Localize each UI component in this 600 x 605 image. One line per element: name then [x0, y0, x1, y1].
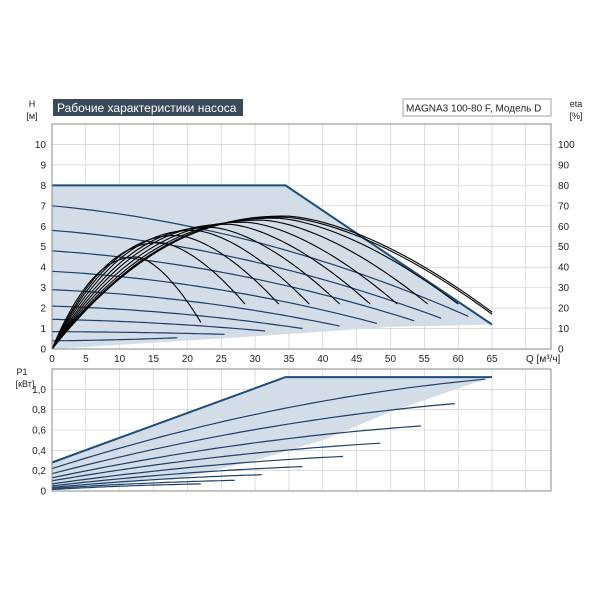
- flow-x-tick-label: 0: [49, 354, 55, 365]
- efficiency-curve-10: [51, 242, 246, 350]
- flow-x-tick-label: 30: [250, 354, 262, 365]
- eta-tick-label: 80: [558, 181, 570, 192]
- head-operating-area-fill: [52, 185, 492, 349]
- power-operating-area-fill: [52, 377, 492, 488]
- eta-tick-label: 70: [558, 201, 570, 212]
- head-y-tick-label: 10: [35, 140, 47, 151]
- power-y-tick-label: 0,6: [32, 426, 46, 437]
- model-label: MAGNA3 100-80 F, Модель D: [406, 104, 541, 115]
- power-curve-1: [51, 378, 486, 470]
- eta-tick-label: 0: [558, 345, 564, 356]
- eta-axis-title-line1: eta: [570, 99, 583, 109]
- model-label-box: [402, 98, 552, 117]
- flow-x-tick-label: 5: [83, 354, 89, 365]
- head-curve-9: [52, 337, 178, 342]
- flow-x-tick-label: 65: [486, 354, 498, 365]
- power-y-tick-label: 0: [40, 487, 46, 498]
- eta-tick-label: 20: [558, 304, 570, 315]
- head-plot-frame: [51, 123, 552, 350]
- head-curve-7: [51, 318, 266, 332]
- power-curve-5: [51, 455, 344, 485]
- head-y-tick-label: 8: [40, 181, 46, 192]
- efficiency-curve-2: [51, 216, 493, 350]
- head-curve-6: [51, 305, 303, 330]
- eta-tick-label: 60: [558, 222, 570, 233]
- power-curve-6: [51, 466, 303, 487]
- efficiency-curve-6: [51, 223, 371, 350]
- eta-tick-label: 50: [558, 242, 570, 253]
- power-curve-2: [51, 403, 455, 475]
- head-y-tick-label: 7: [40, 201, 46, 212]
- flow-x-tick-label: 60: [453, 354, 465, 365]
- flow-x-tick-label: 55: [419, 354, 431, 365]
- eta-tick-label: 90: [558, 160, 570, 171]
- eta-tick-label: 30: [558, 283, 570, 294]
- efficiency-curves: [51, 215, 493, 350]
- eta-axis-title-line2: [%]: [569, 111, 582, 121]
- flow-x-tick-label: 20: [182, 354, 194, 365]
- power-plot-frame: [51, 368, 552, 492]
- power-tick-labels: 0 0,2 0,4 0,6 0,8 1,0: [32, 385, 46, 498]
- flow-x-tick-label: 10: [114, 354, 126, 365]
- efficiency-curve-4: [51, 219, 429, 350]
- flow-axis-title: Q [м³/ч]: [526, 354, 561, 365]
- head-axis-title-line1: H: [29, 99, 36, 109]
- efficiency-curve-7: [51, 226, 341, 350]
- head-y-tick-label: 4: [40, 263, 46, 274]
- efficiency-curve-11: [51, 256, 202, 350]
- power-axis-title-line2: [кВт]: [16, 379, 35, 389]
- power-max-curve: [51, 376, 492, 464]
- head-axis-title-line2: [м]: [26, 111, 37, 121]
- head-max-curve: [52, 184, 493, 326]
- eta-tick-label: 10: [558, 324, 570, 335]
- efficiency-curve-8: [51, 229, 310, 350]
- power-curves: [51, 376, 492, 491]
- head-y-tick-label: 2: [40, 304, 46, 315]
- head-y-tick-label: 6: [40, 222, 46, 233]
- efficiency-curve-3: [51, 217, 459, 350]
- power-chart: 0 0,2 0,4 0,6 0,8 1,0 P1 [кВт]: [16, 367, 552, 498]
- power-y-tick-label: 1,0: [32, 385, 46, 396]
- efficiency-curve-9: [51, 234, 280, 350]
- power-curve-3: [51, 425, 421, 479]
- power-y-tick-label: 0,8: [32, 405, 46, 416]
- flow-x-tick-label: 35: [283, 354, 295, 365]
- power-curve-7: [51, 474, 262, 488]
- power-curve-8: [51, 479, 235, 490]
- flow-x-tick-label: 15: [148, 354, 160, 365]
- eta-tick-label: 40: [558, 263, 570, 274]
- chart-title: Рабочие характеристики насоса: [57, 101, 237, 115]
- efficiency-curve-5: [51, 221, 398, 350]
- head-curve-2: [51, 229, 442, 319]
- head-curve-8: [52, 331, 225, 335]
- power-y-tick-label: 0,4: [32, 446, 46, 457]
- head-y-tick-label: 9: [40, 160, 46, 171]
- flow-x-tick-label: 40: [317, 354, 329, 365]
- power-y-tick-label: 0,2: [32, 466, 46, 477]
- head-operating-area: [52, 185, 492, 349]
- head-curve-3: [51, 250, 415, 322]
- power-curve-9: [51, 483, 201, 491]
- head-y-tick-label: 0: [40, 345, 46, 356]
- head-y-tick-label: 1: [40, 324, 46, 335]
- flow-x-tick-label: 25: [216, 354, 228, 365]
- power-curve-4: [51, 442, 381, 482]
- head-frame: [51, 123, 552, 350]
- chart-title-box: [53, 99, 243, 116]
- head-y-tick-label: 3: [40, 283, 46, 294]
- power-operating-area: [52, 377, 492, 488]
- power-frame: [51, 368, 552, 492]
- head-y-tick-label: 5: [40, 242, 46, 253]
- power-axis-title-line1: P1: [16, 367, 27, 377]
- head-curve-1: [51, 205, 469, 317]
- flow-x-tick-label: 50: [385, 354, 397, 365]
- eta-tick-label: 100: [558, 140, 575, 151]
- flow-x-tick-label: 45: [351, 354, 363, 365]
